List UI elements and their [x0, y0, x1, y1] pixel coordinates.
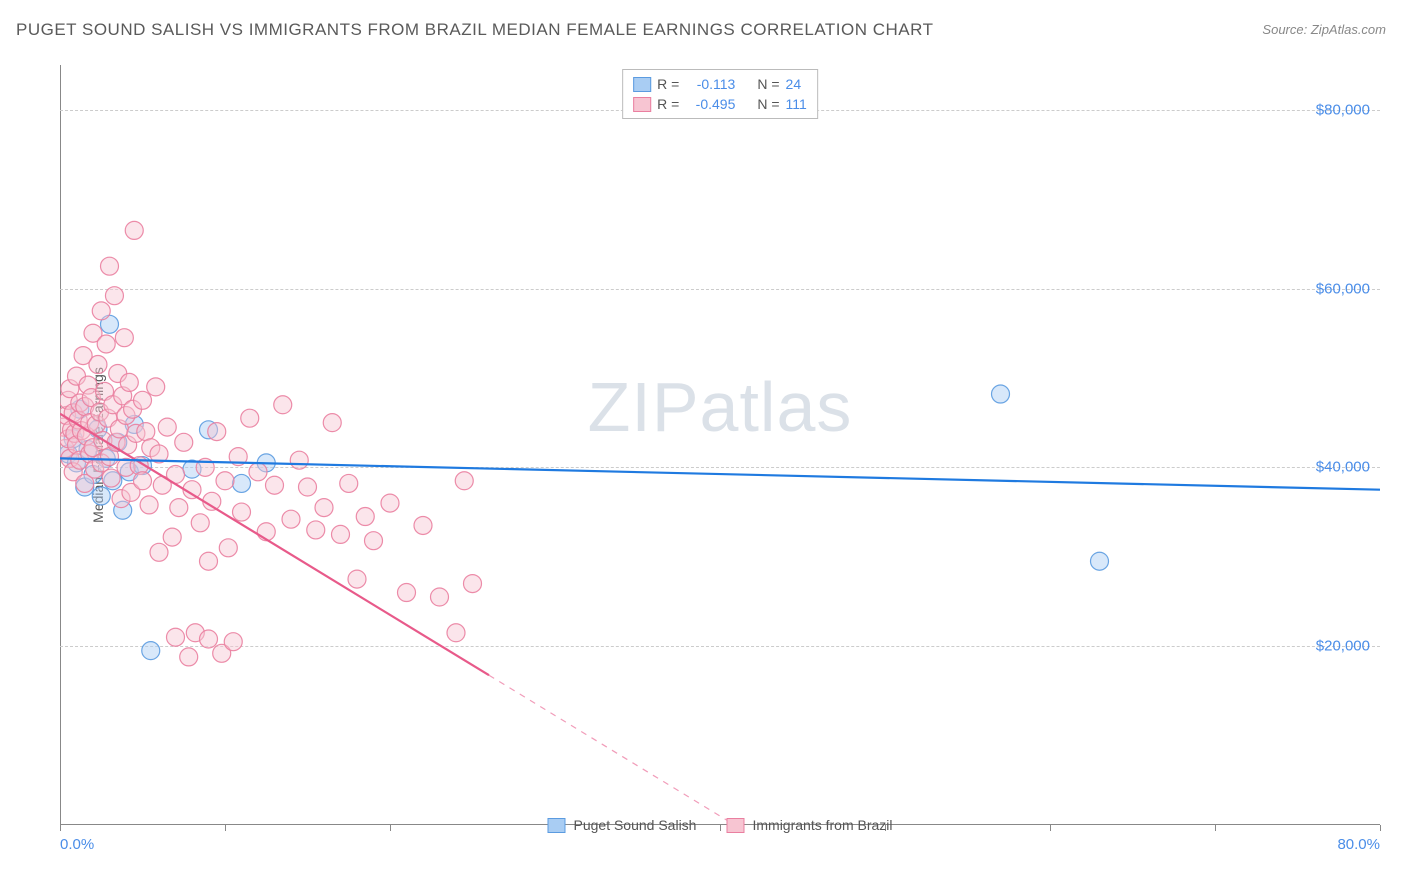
x-tick [1050, 825, 1051, 831]
legend-label-series1: Puget Sound Salish [573, 817, 696, 833]
legend-series: Puget Sound Salish Immigrants from Brazi… [547, 817, 892, 833]
legend-stats-row: R = -0.495 N = 111 [633, 94, 807, 114]
legend-item-series1: Puget Sound Salish [547, 817, 696, 833]
swatch-series1-bottom [547, 818, 565, 833]
swatch-series2-bottom [726, 818, 744, 833]
source-label: Source: ZipAtlas.com [1262, 22, 1386, 37]
chart-title: PUGET SOUND SALISH VS IMMIGRANTS FROM BR… [16, 20, 934, 40]
swatch-series2 [633, 97, 651, 112]
swatch-series1 [633, 77, 651, 92]
legend-item-series2: Immigrants from Brazil [726, 817, 892, 833]
r-label-2: R = [657, 96, 679, 112]
x-axis-max-label: 80.0% [1337, 836, 1380, 853]
x-tick [60, 825, 61, 831]
r-value-2: -0.495 [685, 96, 735, 112]
x-tick [390, 825, 391, 831]
n-value-2: 111 [786, 96, 807, 112]
x-tick [1215, 825, 1216, 831]
n-label-1: N = [757, 76, 779, 92]
legend-label-series2: Immigrants from Brazil [752, 817, 892, 833]
legend-stats: R = -0.113 N = 24 R = -0.495 N = 111 [622, 69, 818, 119]
source-name: ZipAtlas.com [1311, 22, 1386, 37]
r-value-1: -0.113 [685, 76, 735, 92]
chart-container: Median Female Earnings ZIPatlas $20,000$… [50, 55, 1390, 835]
n-label-2: N = [757, 96, 779, 112]
legend-stats-row: R = -0.113 N = 24 [633, 74, 807, 94]
x-tick [1380, 825, 1381, 831]
x-tick [225, 825, 226, 831]
x-axis-min-label: 0.0% [60, 836, 94, 853]
source-prefix: Source: [1262, 22, 1307, 37]
r-label-1: R = [657, 76, 679, 92]
plot-area: ZIPatlas $20,000$40,000$60,000$80,000 0.… [60, 65, 1380, 825]
n-value-1: 24 [786, 76, 802, 92]
scatter-svg [60, 65, 1380, 825]
